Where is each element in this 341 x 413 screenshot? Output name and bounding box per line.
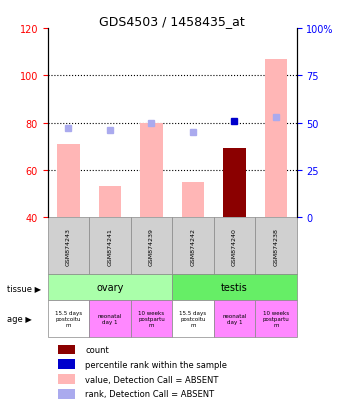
Bar (181, 182, 204, 218)
Bar (58, 345, 75, 354)
Text: GSM874242: GSM874242 (191, 227, 195, 265)
Text: rank, Detection Call = ABSENT: rank, Detection Call = ABSENT (85, 389, 214, 399)
Bar (255, 218, 297, 275)
Text: 15.5 days
postcoitu
m: 15.5 days postcoitu m (179, 311, 207, 327)
Bar (131, 218, 172, 275)
Text: 15.5 days
postcoitu
m: 15.5 days postcoitu m (55, 311, 82, 327)
Bar (172, 275, 297, 300)
Text: GSM874240: GSM874240 (232, 227, 237, 265)
Bar (223, 149, 246, 218)
Bar (131, 300, 172, 337)
Text: 10 weeks
postpartu
m: 10 weeks postpartu m (138, 311, 165, 327)
Bar (58, 375, 75, 384)
Bar (58, 389, 75, 399)
Bar (58, 360, 75, 369)
Bar (99, 187, 121, 218)
Text: tissue ▶: tissue ▶ (7, 283, 41, 292)
Bar (140, 123, 163, 218)
Bar (172, 218, 214, 275)
Bar (265, 59, 287, 218)
Bar (214, 300, 255, 337)
Text: 10 weeks
postpartu
m: 10 weeks postpartu m (263, 311, 289, 327)
Title: GDS4503 / 1458435_at: GDS4503 / 1458435_at (99, 15, 245, 28)
Text: age ▶: age ▶ (7, 314, 32, 323)
Text: ovary: ovary (96, 282, 124, 292)
Bar (255, 300, 297, 337)
Text: GSM874243: GSM874243 (66, 227, 71, 265)
Bar (89, 218, 131, 275)
Text: GSM874238: GSM874238 (273, 227, 278, 265)
Text: GSM874241: GSM874241 (107, 227, 113, 265)
Text: percentile rank within the sample: percentile rank within the sample (85, 360, 227, 369)
Bar (48, 275, 172, 300)
Text: GSM874239: GSM874239 (149, 227, 154, 265)
Text: count: count (85, 345, 109, 354)
Text: testis: testis (221, 282, 248, 292)
Bar (172, 300, 214, 337)
Text: value, Detection Call = ABSENT: value, Detection Call = ABSENT (85, 375, 219, 384)
Bar (57, 145, 80, 218)
Bar (48, 300, 89, 337)
Bar (48, 218, 89, 275)
Text: neonatal
day 1: neonatal day 1 (98, 313, 122, 324)
Text: neonatal
day 1: neonatal day 1 (222, 313, 247, 324)
Bar (214, 218, 255, 275)
Bar (89, 300, 131, 337)
